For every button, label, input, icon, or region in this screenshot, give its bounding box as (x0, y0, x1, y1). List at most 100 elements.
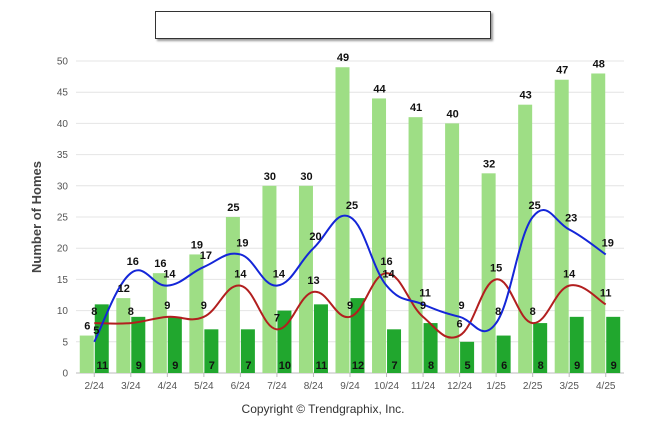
label-new-listing: 9 (459, 300, 465, 312)
bar-sold (167, 316, 182, 373)
x-tick-label: 8/24 (304, 381, 324, 392)
x-tick-label: 1/25 (486, 381, 506, 392)
legend-frame (155, 11, 491, 39)
bar-for-sale (554, 79, 569, 373)
label-sold: 7 (245, 360, 251, 372)
x-tick-label: 6/24 (231, 381, 251, 392)
y-tick-label: 45 (57, 88, 69, 99)
bar-for-sale (225, 217, 240, 373)
y-tick-label: 15 (57, 275, 69, 286)
x-tick-label: 2/24 (85, 381, 105, 392)
label-pended: 14 (563, 269, 576, 281)
bar-for-sale (79, 335, 94, 373)
label-new-listing: 16 (127, 256, 139, 268)
bar-for-sale (408, 117, 423, 373)
bar-sold (204, 329, 219, 373)
bar-for-sale (116, 298, 131, 373)
label-new-listing: 8 (495, 306, 501, 318)
label-for-sale: 30 (264, 171, 276, 183)
label-new-listing: 14 (382, 269, 395, 281)
bar-sold (94, 304, 109, 373)
x-tick-label: 12/24 (447, 381, 472, 392)
label-sold: 5 (465, 360, 471, 372)
label-for-sale: 12 (118, 283, 130, 295)
copyright-text: Copyright © Trendgraphix, Inc. (241, 402, 405, 416)
bar-sold (387, 329, 402, 373)
line-pended (94, 272, 607, 339)
label-sold: 12 (352, 360, 364, 372)
label-sold: 8 (538, 360, 544, 372)
label-new-listing: 17 (200, 250, 212, 262)
label-pended: 11 (600, 287, 612, 299)
label-sold: 8 (428, 360, 434, 372)
label-for-sale: 6 (84, 321, 90, 333)
line-new-listing (93, 209, 607, 343)
bar-for-sale (298, 185, 313, 373)
x-tick-label: 7/24 (267, 381, 287, 392)
x-tick-label: 10/24 (374, 381, 399, 392)
label-sold: 9 (611, 360, 617, 372)
label-sold: 7 (209, 360, 215, 372)
label-new-listing: 19 (236, 237, 248, 249)
label-pended: 9 (347, 300, 353, 312)
label-for-sale: 43 (520, 90, 532, 102)
label-for-sale: 48 (593, 58, 605, 70)
label-for-sale: 40 (446, 108, 458, 120)
label-sold: 7 (391, 360, 397, 372)
bar-sold (350, 298, 365, 373)
x-tick-label: 5/24 (194, 381, 214, 392)
y-tick-label: 20 (57, 244, 69, 255)
label-sold: 11 (316, 360, 328, 372)
bar-sold (423, 323, 438, 373)
label-for-sale: 19 (191, 239, 203, 251)
bar-for-sale (518, 104, 533, 374)
label-pended: 7 (274, 312, 280, 324)
bar-sold (240, 329, 255, 373)
label-new-listing: 11 (419, 287, 431, 299)
label-pended: 8 (128, 306, 134, 318)
bar-sold (496, 335, 511, 373)
label-for-sale: 16 (154, 258, 166, 270)
x-tick-label: 3/24 (121, 381, 141, 392)
label-pended: 9 (164, 300, 170, 312)
bar-sold (277, 310, 292, 373)
label-pended: 15 (490, 262, 502, 274)
label-new-listing: 5 (93, 325, 99, 337)
x-tick-label: 3/25 (559, 381, 579, 392)
y-tick-label: 25 (57, 213, 69, 224)
label-pended: 16 (380, 256, 392, 268)
label-sold: 9 (574, 360, 580, 372)
label-new-listing: 25 (346, 200, 358, 212)
label-for-sale: 41 (410, 102, 422, 114)
bar-for-sale (152, 273, 167, 373)
bar-sold (533, 323, 548, 373)
label-new-listing: 14 (163, 269, 176, 281)
label-sold: 6 (501, 360, 507, 372)
bar-for-sale (445, 123, 460, 374)
label-new-listing: 19 (602, 237, 614, 249)
bar-for-sale (335, 67, 350, 374)
bar-sold (606, 316, 621, 373)
bar-sold (131, 316, 146, 373)
label-sold: 11 (96, 360, 108, 372)
label-for-sale: 30 (300, 171, 312, 183)
y-tick-label: 50 (57, 57, 69, 68)
bar-sold (460, 341, 475, 373)
label-sold: 9 (136, 360, 142, 372)
y-tick-label: 5 (62, 337, 68, 348)
x-tick-label: 2/25 (523, 381, 543, 392)
bar-sold (313, 304, 328, 373)
bar-for-sale (372, 98, 387, 373)
bar-for-sale (262, 185, 277, 373)
label-pended: 9 (420, 300, 426, 312)
bar-sold (569, 316, 584, 373)
x-tick-label: 4/24 (158, 381, 178, 392)
x-tick-label: 4/25 (596, 381, 616, 392)
label-new-listing: 23 (565, 212, 577, 224)
y-tick-label: 0 (62, 369, 68, 380)
label-for-sale: 47 (556, 65, 568, 77)
label-pended: 8 (91, 306, 97, 318)
bar-for-sale (591, 73, 606, 373)
label-for-sale: 44 (373, 83, 386, 95)
x-tick-label: 9/24 (340, 381, 360, 392)
